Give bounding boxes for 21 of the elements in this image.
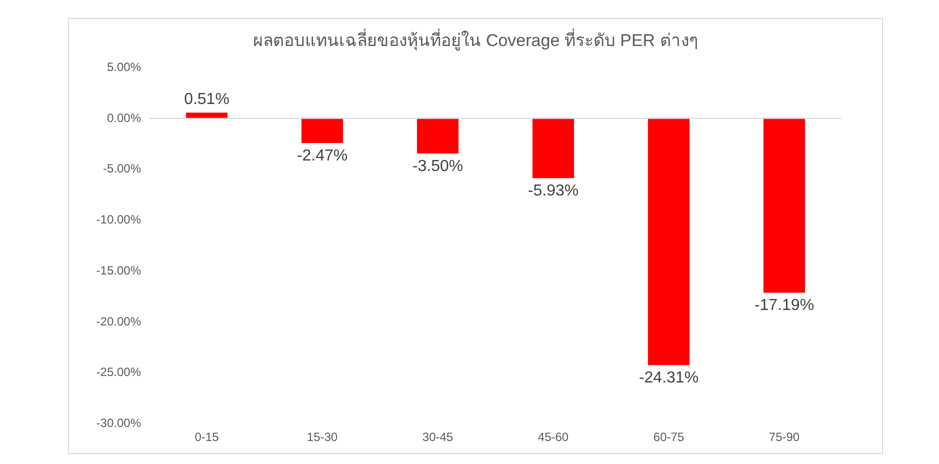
y-tick-label: -20.00%	[96, 314, 142, 328]
y-tick-label: -15.00%	[96, 263, 142, 278]
chart-title: ผลตอบแทนเฉลี่ยของหุ้นที่อยู่ใน Coverage ที่ระดับ PER ต่างๆ	[253, 28, 698, 51]
x-tick-label: 45-60	[538, 430, 569, 444]
data-label: 0.51%	[184, 91, 230, 108]
x-tick-label: 60-75	[653, 430, 684, 444]
data-label: -17.19%	[754, 297, 814, 314]
y-tick-label: -25.00%	[96, 365, 142, 380]
y-tick-label: -30.00%	[96, 416, 142, 430]
y-tick-label: -5.00%	[102, 162, 142, 176]
x-tick-label: 30-45	[422, 430, 454, 444]
data-label: -24.31%	[638, 370, 699, 387]
x-tick-label: 75-90	[768, 430, 800, 444]
x-tick-label: 15-30	[306, 430, 338, 444]
x-tick-label: 0-15	[194, 430, 220, 444]
data-label: -5.93%	[528, 182, 579, 200]
y-tick-label: -10.00%	[96, 212, 142, 227]
y-tick-label: 5.00%	[106, 60, 142, 74]
data-label: -2.47%	[296, 147, 348, 164]
data-label: -3.50%	[412, 158, 464, 175]
y-tick-label: 0.00%	[106, 110, 142, 125]
